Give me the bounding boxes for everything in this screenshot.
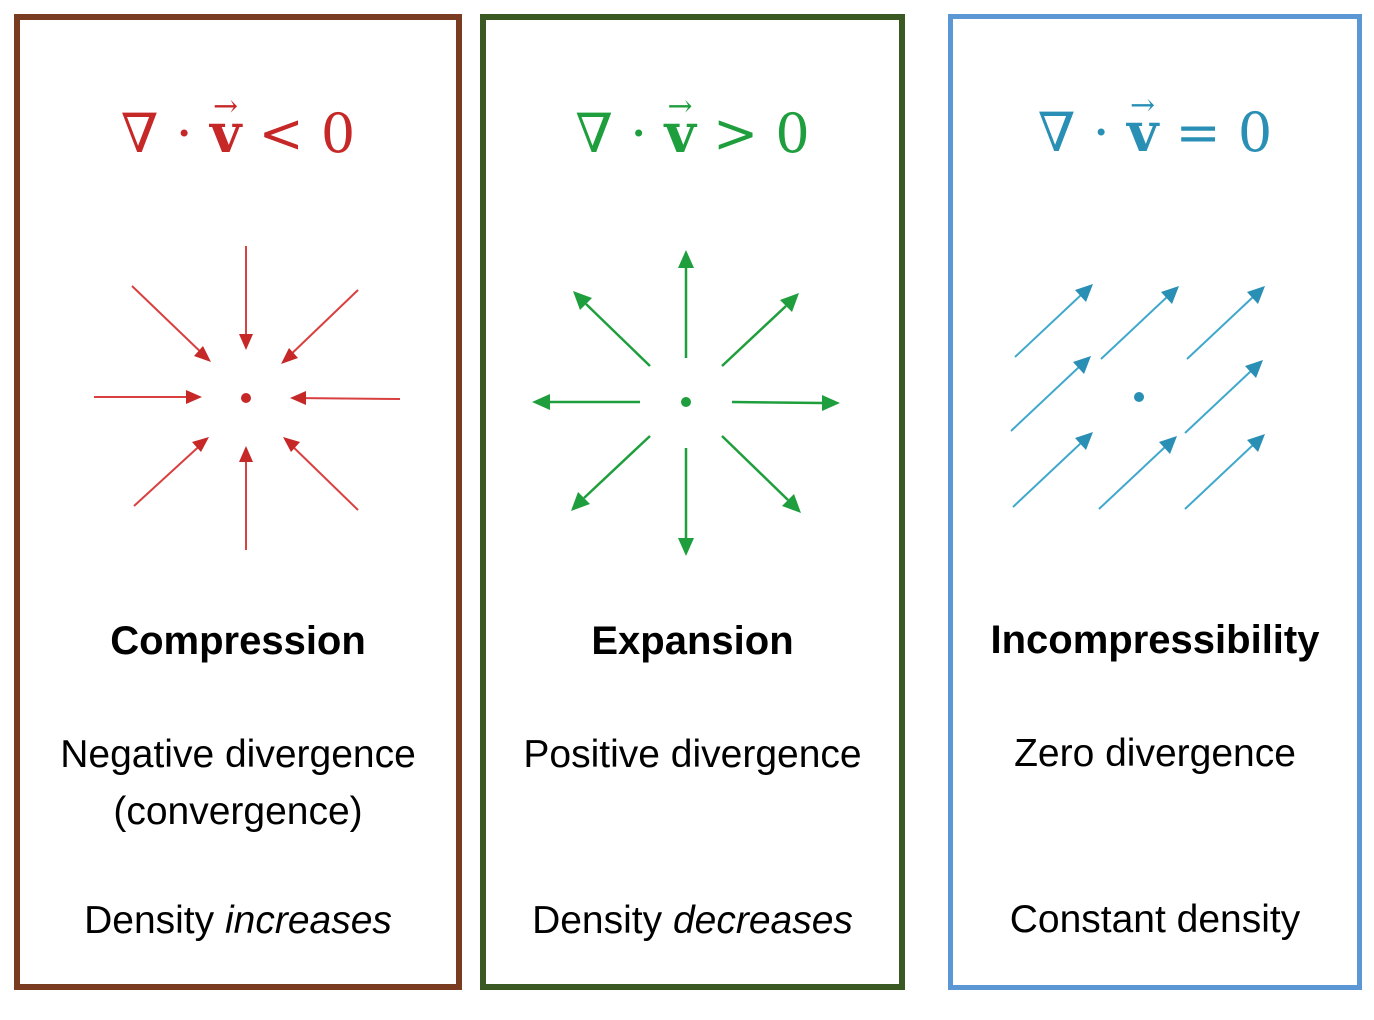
arrowhead-icon [571, 492, 590, 511]
relation-symbol: < [258, 102, 304, 165]
arrow-from-top-left [131, 285, 209, 360]
compression-panel: ∇ · → v < 0 [14, 14, 462, 990]
arrowhead-icon [1073, 356, 1091, 374]
field-arrow [1100, 296, 1168, 360]
arrowhead-icon [1159, 436, 1177, 454]
arrow-to-top-left [585, 303, 651, 367]
negative-divergence-formula: ∇ · → v < 0 [20, 89, 456, 169]
description-line: Positive divergence [523, 733, 862, 776]
divergence-description: Negative divergence (convergence) [20, 726, 456, 840]
density-prefix: Density [84, 899, 225, 942]
velocity-vector: → v [664, 89, 696, 168]
formula-rhs: 0 [1237, 101, 1273, 164]
arrowhead-icon [194, 346, 211, 362]
arrowhead-icon [186, 390, 202, 404]
uniform-vector-field [1010, 284, 1265, 510]
divergence-description: Positive divergence [486, 726, 899, 783]
positive-divergence-formula: ∇ · → v > 0 [486, 89, 899, 169]
vector-arrow-icon: → [213, 89, 239, 124]
center-point [1134, 392, 1144, 402]
arrowhead-icon [822, 395, 840, 411]
arrowhead-icon [1075, 284, 1093, 302]
arrowhead-icon [290, 391, 306, 405]
density-emphasis: decreases [672, 899, 853, 942]
arrowhead-icon [283, 437, 300, 452]
field-arrow [1186, 296, 1254, 360]
formula-rhs: 0 [775, 102, 810, 165]
center-point [681, 397, 691, 407]
arrow-from-top-right [283, 289, 359, 362]
arrow-from-bottom-right [285, 439, 359, 511]
panel-title: Expansion [591, 619, 794, 663]
relation-symbol: > [713, 102, 759, 165]
description-line: Zero divergence [1014, 732, 1296, 775]
panel-title: Compression [110, 619, 366, 663]
density-prefix: Density [532, 899, 673, 942]
arrowhead-icon [1247, 286, 1265, 304]
vector-letter: v [1126, 100, 1159, 164]
density-statement: Density increases [20, 894, 456, 948]
velocity-vector: → v [209, 89, 242, 168]
arrowhead-icon [780, 293, 799, 312]
center-point [241, 393, 251, 403]
velocity-vector: → v [1126, 88, 1159, 167]
arrowhead-icon [678, 538, 694, 556]
nabla-symbol: ∇ [1037, 101, 1076, 164]
zero-divergence-formula: ∇ · → v = 0 [953, 88, 1357, 168]
arrowhead-icon [782, 494, 801, 513]
divergence-description: Zero divergence [953, 725, 1357, 782]
density-emphasis: increases [224, 899, 392, 942]
vector-arrow-icon: → [1130, 88, 1156, 123]
arrowhead-icon [1161, 286, 1179, 304]
panel-title: Incompressibility [990, 618, 1320, 662]
description-line: (convergence) [113, 790, 363, 833]
field-arrow [1184, 444, 1254, 510]
arrow-to-top-right [721, 305, 787, 367]
arrowhead-icon [239, 334, 253, 350]
dot-operator: · [630, 102, 648, 165]
arrow-from-bottom-left [133, 439, 207, 507]
density-statement: Density decreases [486, 894, 899, 948]
arrowhead-icon [1245, 360, 1263, 378]
arrowhead-icon [1075, 432, 1093, 450]
arrow-to-bottom-right [721, 435, 789, 501]
field-arrow [1012, 442, 1082, 508]
converging-vector-field [94, 246, 401, 550]
arrowhead-icon [1247, 434, 1265, 452]
dot-operator: · [1092, 101, 1110, 164]
density-statement: Constant density [1009, 898, 1301, 941]
diverging-vector-field [532, 250, 840, 556]
arrowhead-icon [281, 348, 298, 364]
arrowhead-icon [239, 446, 253, 462]
field-arrow [1014, 294, 1082, 358]
relation-symbol: = [1175, 101, 1221, 164]
field-arrow [1010, 366, 1080, 432]
arrowhead-icon [573, 291, 592, 310]
incompressibility-panel: ∇ · → v = 0 Incompressibility [948, 14, 1362, 990]
arrowhead-icon [532, 394, 550, 410]
nabla-symbol: ∇ [120, 102, 159, 165]
vector-letter: v [209, 101, 242, 165]
description-line: Negative divergence [60, 733, 416, 776]
arrow-to-right [731, 400, 823, 405]
arrowhead-icon [678, 250, 694, 268]
nabla-symbol: ∇ [575, 102, 613, 165]
vector-arrow-icon: → [667, 89, 693, 124]
formula-rhs: 0 [320, 102, 356, 165]
arrowhead-icon [192, 437, 209, 452]
arrow-from-right [293, 397, 401, 400]
expansion-panel: ∇ · → v > 0 Expansion Positive [480, 14, 905, 990]
arrow-to-bottom-left [583, 435, 651, 499]
vector-letter: v [664, 101, 696, 165]
dot-operator: · [175, 102, 193, 165]
field-arrow [1184, 370, 1252, 434]
field-arrow [1098, 446, 1166, 510]
